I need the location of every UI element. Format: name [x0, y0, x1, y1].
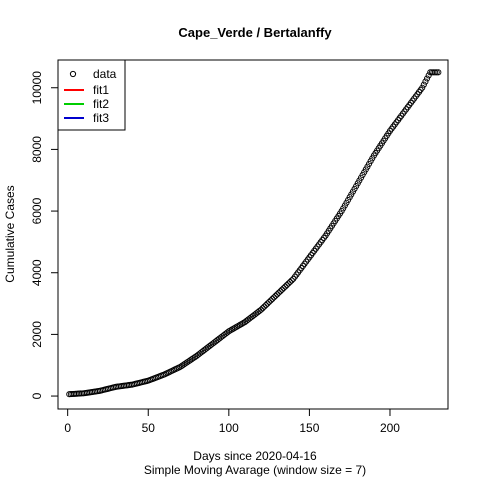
data-point — [419, 84, 426, 91]
x-tick-label: 200 — [380, 421, 400, 435]
y-tick-label: 6000 — [30, 197, 44, 224]
data-point — [282, 283, 289, 290]
y-tick-label: 4000 — [30, 259, 44, 286]
legend-fit1-label: fit1 — [93, 83, 109, 97]
data-point — [269, 295, 276, 302]
legend: data fit1 fit2 fit3 — [57, 59, 126, 131]
data-point — [420, 81, 427, 88]
data-point — [433, 69, 440, 76]
data-point — [262, 302, 269, 309]
legend-fit3-label: fit3 — [93, 111, 109, 125]
x-axis-label: Days since 2020-04-16 — [193, 449, 317, 463]
x-tick-label: 50 — [142, 421, 156, 435]
data-point — [264, 300, 271, 307]
x-tick-label: 100 — [219, 421, 239, 435]
data-point — [270, 294, 278, 301]
legend-data-label: data — [93, 67, 117, 81]
data-point — [272, 292, 279, 299]
x-axis-sublabel: Simple Moving Avarage (window size = 7) — [144, 463, 366, 477]
data-point — [435, 69, 442, 76]
y-tick-label: 0 — [30, 392, 44, 399]
data-point — [267, 297, 274, 304]
y-tick-label: 2000 — [30, 321, 44, 348]
data-point — [288, 277, 295, 284]
data-point — [278, 286, 286, 293]
data-point — [423, 75, 431, 82]
data-point — [274, 291, 281, 298]
legend-fit2-label: fit2 — [93, 97, 109, 111]
data-point — [283, 282, 290, 289]
chart-title: Cape_Verde / Bertalanffy — [178, 25, 332, 40]
data-point — [432, 69, 439, 76]
y-tick-label: 10000 — [30, 71, 44, 105]
data-point — [285, 280, 292, 287]
data-point — [280, 285, 287, 292]
data-point — [261, 303, 268, 310]
x-tick-label: 150 — [299, 421, 319, 435]
data-point — [275, 289, 282, 296]
y-axis-label: Cumulative Cases — [3, 185, 17, 282]
data-point — [287, 278, 294, 286]
data-point — [422, 78, 429, 85]
y-axis: 0 2000 4000 6000 8000 10000 — [30, 71, 59, 399]
data-point — [259, 305, 266, 312]
legend-data-marker — [69, 70, 77, 78]
data-point — [425, 72, 432, 79]
data-point — [277, 288, 284, 295]
x-tick-label: 0 — [64, 421, 71, 435]
y-tick-label: 8000 — [30, 136, 44, 163]
data-points — [66, 69, 442, 398]
data-point — [266, 298, 273, 306]
data-point — [258, 306, 265, 313]
x-axis: 0 50 100 150 200 — [64, 408, 400, 435]
